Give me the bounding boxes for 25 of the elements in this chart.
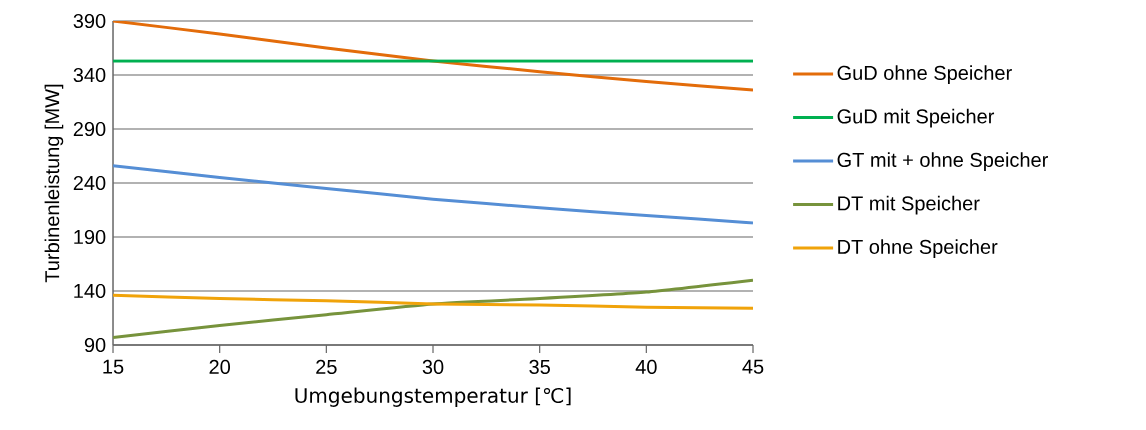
x-tick-label: 30 xyxy=(422,359,444,375)
line-series xyxy=(113,278,753,339)
y-tick-label: 90 xyxy=(84,337,106,353)
x-tick-label: 20 xyxy=(209,359,231,375)
y-tick-label: 140 xyxy=(74,283,106,299)
x-tick-label: 45 xyxy=(742,359,764,374)
x-tick-label: 40 xyxy=(635,359,657,375)
y-tick-label: 240 xyxy=(73,175,106,191)
y-axis-title: Turbinenleistung [MW] xyxy=(44,84,64,283)
y-tick-label: 390 xyxy=(73,13,106,29)
legend-label: GT mit + ohne Speicher xyxy=(837,152,1048,171)
y-tick-label: 340 xyxy=(73,67,106,83)
y-tick-label: 290 xyxy=(73,121,106,137)
legend-label: GuD ohne Speicher xyxy=(837,65,1012,84)
legend-label: GuD mit Speicher xyxy=(837,108,995,128)
x-tick-label: 25 xyxy=(316,359,337,375)
legend-label: DT ohne Speicher xyxy=(838,239,998,258)
line-series xyxy=(113,164,753,225)
line-series xyxy=(113,21,753,92)
x-tick-label: 35 xyxy=(529,359,550,375)
legend-label: DT mit Speicher xyxy=(838,195,980,215)
x-axis-title: Umgebungstemperatur [℃] xyxy=(295,387,571,407)
y-tick-label: 190 xyxy=(74,229,106,245)
line-series xyxy=(113,293,753,310)
x-tick-label: 15 xyxy=(103,359,124,374)
